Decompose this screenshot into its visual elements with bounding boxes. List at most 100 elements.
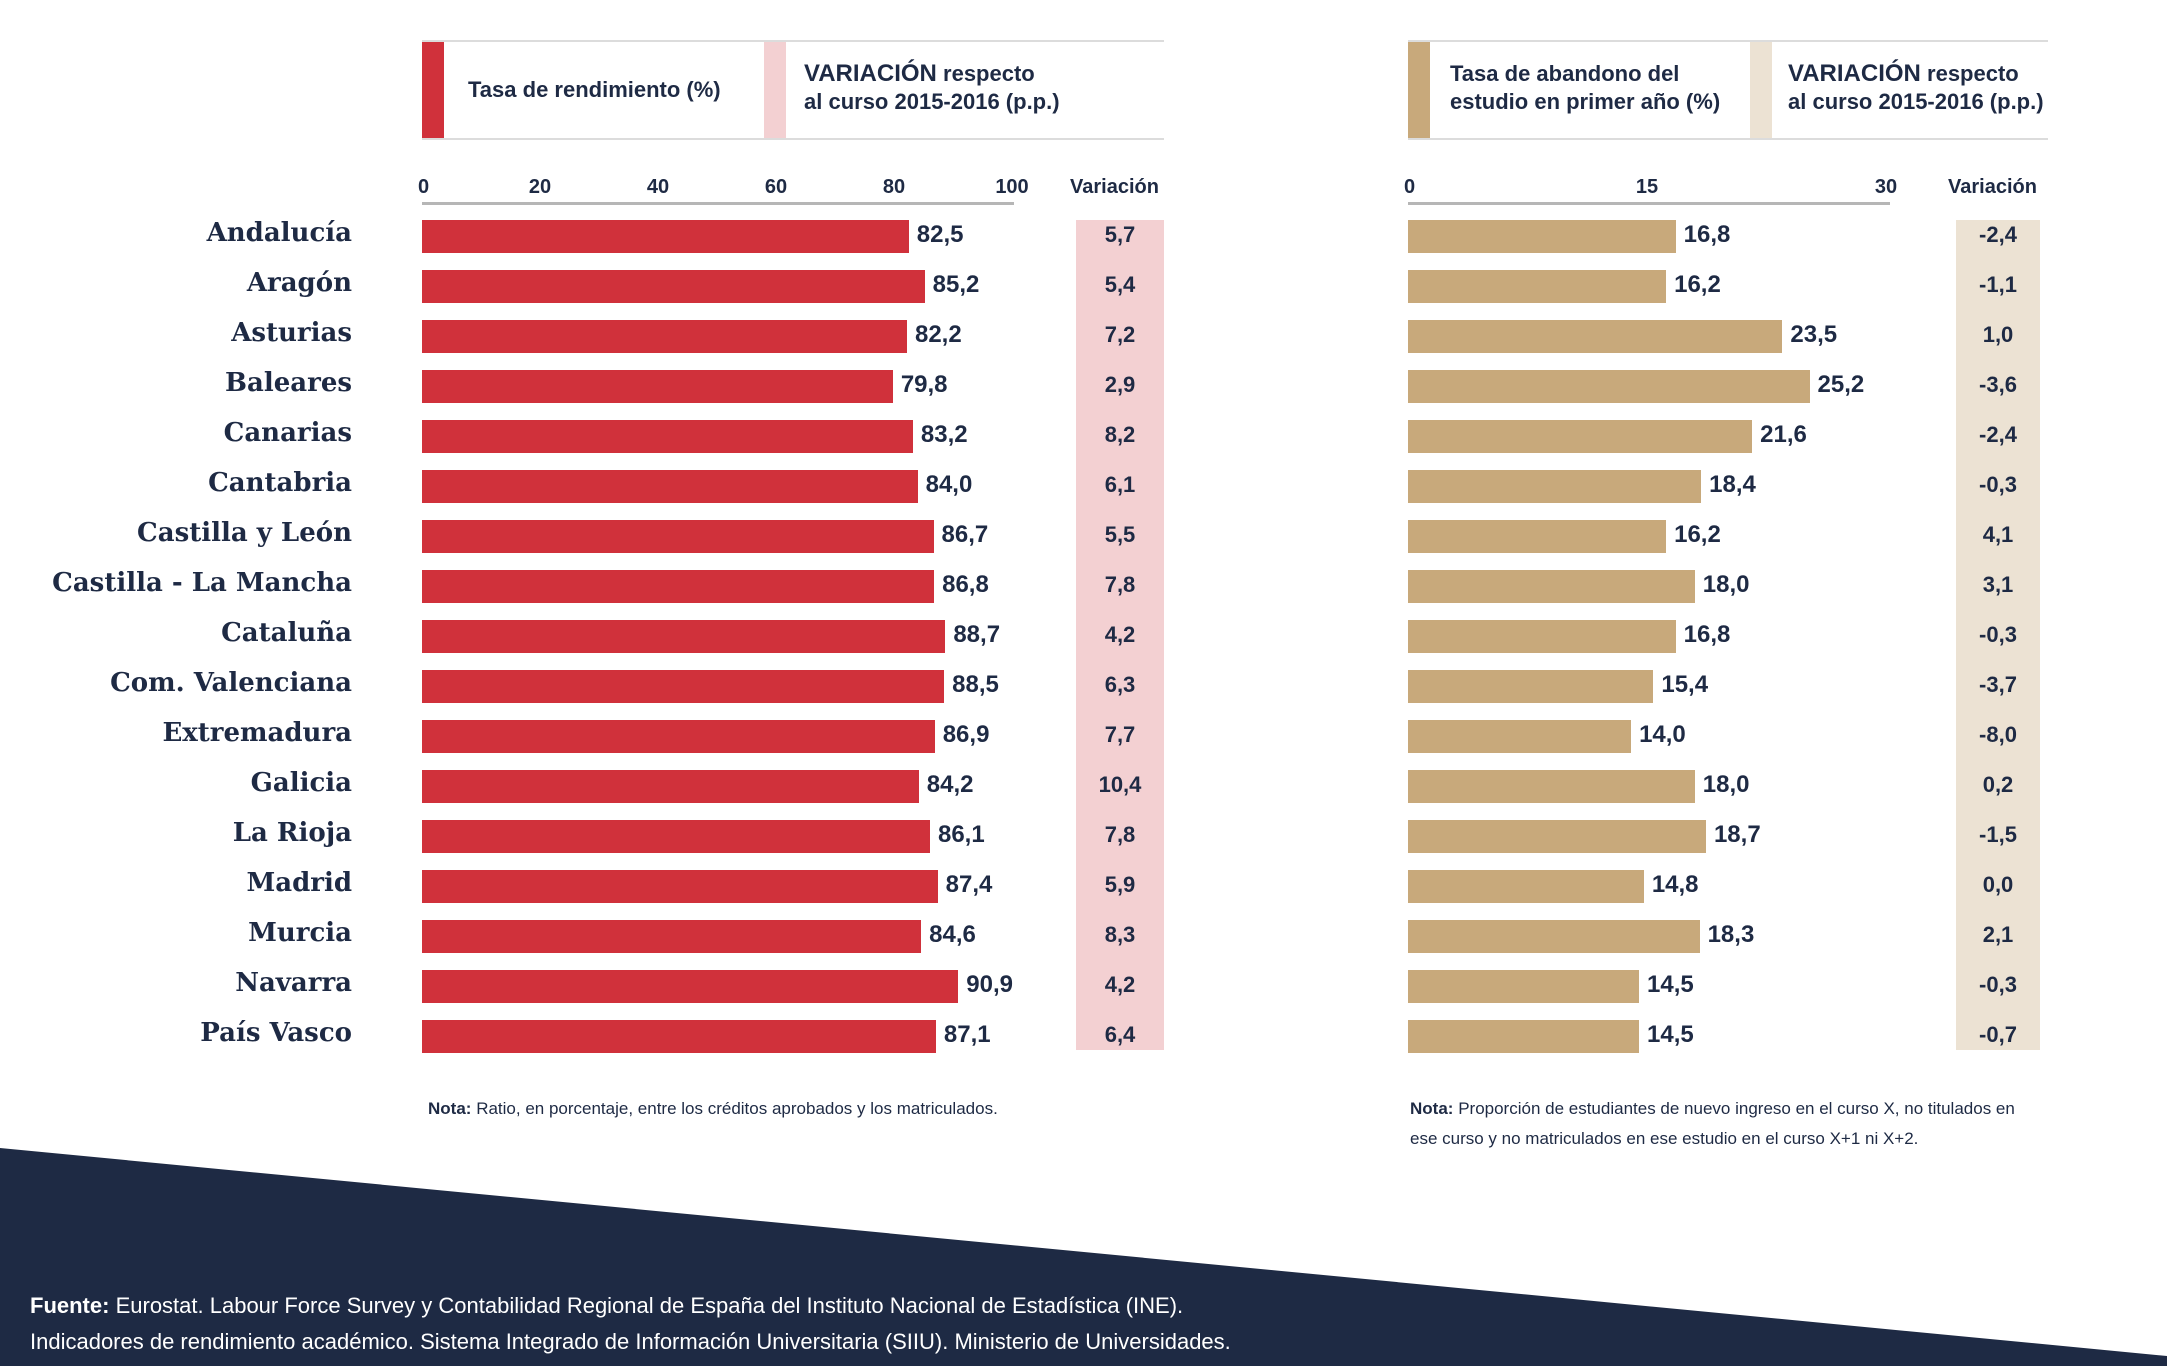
left-tick-label: 80	[882, 176, 906, 198]
footer-line2: Indicadores de rendimiento académico. Si…	[30, 1329, 1231, 1354]
right-bar-value-label: 15,4	[1661, 671, 1709, 698]
right-variation-header-rest: respecto	[1927, 61, 2019, 86]
right-variation-col-label: Variación	[1948, 176, 2037, 198]
left-bar-value-label: 86,1	[937, 821, 985, 848]
left-bar	[422, 1020, 936, 1053]
right-bar-value-label: 18,4	[1709, 471, 1756, 498]
right-bar	[1408, 720, 1632, 753]
right-note-text-2: ese curso y no matriculados en ese estud…	[1410, 1129, 1919, 1148]
left-bar-value-label: 88,7	[953, 621, 1001, 648]
right-variation-value: -1,1	[1979, 272, 2017, 297]
right-bar-value-label: 25,2	[1817, 371, 1865, 398]
left-legend-swatch	[422, 42, 444, 138]
left-variation-value: 4,2	[1104, 972, 1136, 997]
right-chart-header: Tasa de abandono del estudio en primer a…	[1408, 40, 2048, 140]
right-variation-value: -0,3	[1979, 622, 2017, 647]
left-variation-value: 2,9	[1104, 372, 1136, 397]
left-bar-value-label: 82,2	[914, 321, 962, 348]
right-bar-value-label: 18,0	[1702, 771, 1750, 798]
left-variation-value: 5,4	[1104, 272, 1136, 297]
region-label: La Rioja	[232, 818, 352, 848]
left-bar-value-label: 90,9	[966, 971, 1014, 998]
left-tick-label: 0	[418, 176, 430, 198]
right-variation-header: VARIACIÓN respecto al curso 2015-2016 (p…	[1788, 60, 2044, 116]
right-tick-label: 30	[1874, 176, 1898, 198]
left-bar	[422, 520, 934, 553]
right-bar-value-label: 21,6	[1760, 421, 1807, 448]
left-tick-label: 100	[995, 176, 1029, 198]
region-label: Aragón	[246, 268, 352, 298]
region-label: Madrid	[246, 868, 352, 898]
left-bar	[422, 370, 893, 403]
region-label: Cantabria	[208, 468, 352, 498]
left-bar-value-label: 83,2	[920, 421, 968, 448]
right-bar	[1408, 770, 1695, 803]
right-bar	[1408, 420, 1753, 453]
right-bar-value-label: 16,8	[1683, 621, 1731, 648]
left-header-label: Tasa de rendimiento (%)	[468, 77, 721, 102]
left-variation-value: 6,3	[1104, 672, 1136, 697]
right-variation-column	[1956, 220, 2040, 1050]
right-variation-value: 1,0	[1982, 322, 2014, 347]
left-variation-header-line2: al curso 2015-2016 (p.p.)	[804, 89, 1060, 114]
left-bar	[422, 770, 919, 803]
left-bar-value-label: 88,5	[952, 671, 999, 698]
left-bar	[422, 670, 945, 703]
left-variation-value: 6,1	[1104, 472, 1136, 497]
region-label: Extremadura	[162, 718, 352, 748]
right-bar	[1408, 620, 1676, 653]
right-bar-value-label: 14,0	[1639, 721, 1686, 748]
region-label: Castilla y León	[137, 518, 352, 548]
region-label: Cataluña	[221, 618, 352, 648]
left-chart-header: Tasa de rendimiento (%) VARIACIÓN respec…	[422, 40, 1164, 140]
left-variation-value: 5,7	[1104, 222, 1136, 247]
region-label: Com. Valenciana	[110, 668, 352, 698]
region-label: Murcia	[248, 918, 352, 948]
right-axis-line	[1408, 202, 1890, 205]
right-bar	[1408, 970, 1640, 1003]
left-variation-value: 8,3	[1104, 922, 1136, 947]
left-variation-value: 7,7	[1104, 722, 1136, 747]
right-variation-value: -0,3	[1979, 472, 2017, 497]
right-variation-header-strong: VARIACIÓN	[1788, 60, 1921, 87]
right-variation-value: 0,2	[1982, 772, 2014, 797]
left-axis-line	[422, 202, 1014, 205]
right-variation-value: -0,7	[1979, 1022, 2017, 1047]
right-note-label: Nota:	[1410, 1099, 1454, 1118]
right-bar	[1408, 370, 1810, 403]
region-label: País Vasco	[200, 1018, 352, 1048]
left-variation-value: 7,8	[1104, 822, 1136, 847]
left-variation-value: 4,2	[1104, 622, 1136, 647]
right-variation-value: -2,4	[1979, 222, 2017, 247]
left-variation-value: 7,2	[1104, 322, 1136, 347]
right-bar	[1408, 870, 1644, 903]
left-variation-value: 10,4	[1098, 772, 1142, 797]
right-bar-value-label: 14,8	[1651, 871, 1699, 898]
left-bar	[422, 820, 930, 853]
left-variation-value: 5,5	[1104, 522, 1136, 547]
right-bar-value-label: 14,5	[1647, 971, 1694, 998]
right-bar	[1408, 270, 1667, 303]
right-variation-value: -8,0	[1979, 722, 2017, 747]
left-bar-value-label: 87,1	[943, 1021, 991, 1048]
left-tick-label: 60	[764, 176, 788, 198]
left-variation-header: VARIACIÓN respecto al curso 2015-2016 (p…	[804, 60, 1060, 116]
right-bar	[1408, 470, 1702, 503]
left-note-label: Nota:	[428, 1099, 472, 1118]
left-bar	[422, 420, 913, 453]
region-label: Galicia	[250, 768, 352, 798]
left-bar	[422, 870, 938, 903]
right-bar-value-label: 14,5	[1647, 1021, 1694, 1048]
right-bar	[1408, 520, 1667, 553]
left-note-text: Ratio, en porcentaje, entre los créditos…	[476, 1099, 998, 1118]
left-bar-value-label: 85,2	[932, 271, 980, 298]
right-bar-value-label: 18,0	[1702, 571, 1750, 598]
left-tick-label: 20	[528, 176, 552, 198]
left-bar-value-label: 87,4	[945, 871, 993, 898]
right-bar	[1408, 1020, 1640, 1053]
right-bar-value-label: 16,2	[1674, 521, 1721, 548]
footer-line1: Eurostat. Labour Force Survey y Contabil…	[115, 1293, 1184, 1318]
left-bar	[422, 620, 946, 653]
region-label: Andalucía	[206, 218, 352, 248]
left-bar	[422, 220, 909, 253]
